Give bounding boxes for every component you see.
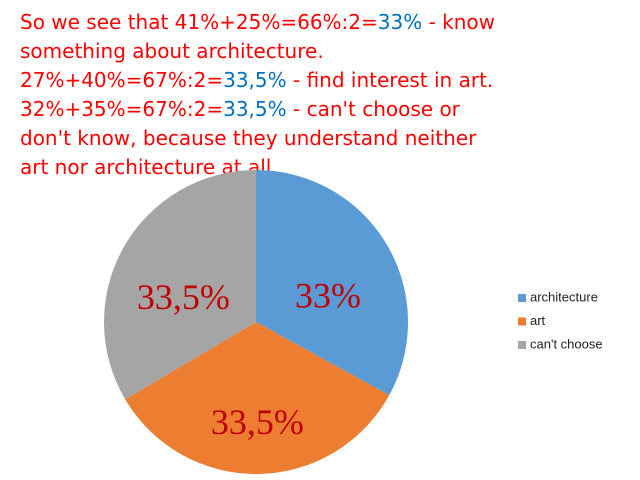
text-span: - can't choose or xyxy=(287,97,461,121)
legend-swatch xyxy=(518,294,526,302)
legend-label: art xyxy=(530,313,546,328)
text-line: don't know, because they understand neit… xyxy=(20,126,477,150)
legend-label: architecture xyxy=(530,289,598,304)
text-span: 33% xyxy=(378,10,422,34)
text-line: 27%+40%=67%:2=33,5% - find interest in a… xyxy=(20,68,493,92)
slice-label: 33,5% xyxy=(137,277,230,317)
pie-slice xyxy=(256,170,408,396)
legend-swatch xyxy=(518,341,526,349)
text-span: - know xyxy=(422,10,495,34)
pie-chart: 33% 33,5% 33,5% architecture art can't choose xyxy=(103,170,603,474)
text-span: - find interest in art. xyxy=(287,68,494,92)
text-line: something about architecture. xyxy=(20,39,324,63)
text-line: 32%+35%=67%:2=33,5% - can't choose or xyxy=(20,97,461,121)
text-span: 33,5% xyxy=(223,97,287,121)
pie-slice xyxy=(103,170,256,400)
text-line: So we see that 41%+25%=66%:2=33% - know xyxy=(20,10,495,34)
text-span: 27%+40%=67%:2= xyxy=(20,68,223,92)
legend-label: can't choose xyxy=(530,336,603,351)
text-block: So we see that 41%+25%=66%:2=33% - know s… xyxy=(20,10,495,179)
text-span: 33,5% xyxy=(223,68,287,92)
text-span: something about architecture. xyxy=(20,39,324,63)
text-span: So we see that 41%+25%=66%:2= xyxy=(20,10,378,34)
pie-slice xyxy=(125,322,390,474)
text-span: 32%+35%=67%:2= xyxy=(20,97,223,121)
legend-swatch xyxy=(518,317,526,326)
text-span: don't know, because they understand neit… xyxy=(20,126,477,150)
slice-label: 33,5% xyxy=(211,402,304,442)
slice-label: 33% xyxy=(295,276,361,316)
